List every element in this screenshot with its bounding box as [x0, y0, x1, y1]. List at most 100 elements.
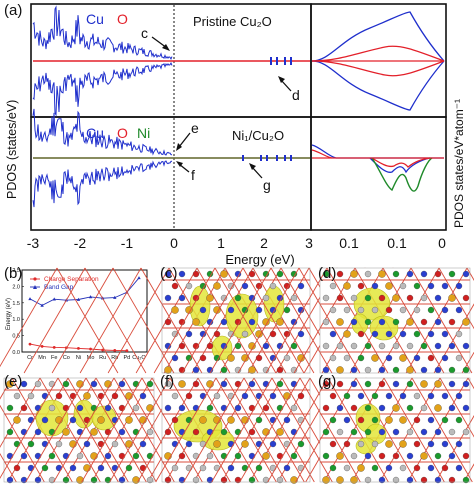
atom — [297, 330, 305, 338]
atom — [336, 452, 344, 460]
atom — [434, 318, 442, 326]
atom — [178, 404, 186, 412]
atom — [276, 366, 284, 374]
cu-pdos-top-up — [32, 5, 173, 60]
atom — [364, 294, 372, 302]
atom — [371, 282, 379, 290]
atom — [448, 294, 456, 302]
atom — [164, 404, 172, 412]
structure-frame — [161, 377, 311, 483]
atom — [462, 318, 470, 326]
atom — [6, 428, 14, 436]
bond-line — [23, 267, 86, 374]
bond-line — [225, 377, 287, 483]
atom — [241, 440, 249, 448]
atom — [248, 380, 256, 388]
pdos-ylabel-right: PDOS states/eV*atom⁻¹ — [452, 99, 466, 228]
atom — [385, 392, 393, 400]
atom — [248, 428, 256, 436]
structure-frame — [319, 267, 471, 374]
bond-line — [214, 267, 277, 374]
atom — [178, 270, 186, 278]
x-axis-title: Energy (eV) — [225, 252, 294, 267]
atom — [378, 270, 386, 278]
panel-a: (a) Cu O Pristine Cu₂O c d Cu O Ni Ni₁/C… — [4, 2, 466, 267]
atom — [420, 270, 428, 278]
atom — [269, 392, 277, 400]
structure-frame — [161, 267, 311, 374]
atom — [406, 270, 414, 278]
atom — [199, 416, 207, 424]
atom — [350, 318, 358, 326]
atom — [206, 452, 214, 460]
bond-line — [53, 377, 115, 483]
bond-line — [25, 377, 87, 483]
bond-line — [155, 377, 217, 483]
atom — [427, 440, 435, 448]
data-point-gap — [113, 295, 117, 299]
marker-d: d — [292, 87, 300, 103]
atom — [399, 306, 407, 314]
bond-line — [39, 377, 101, 483]
pdos-ylabel-left: PDOS (states/eV) — [5, 100, 19, 199]
atom — [455, 354, 463, 362]
y-tick-label: 0.5 — [12, 334, 20, 340]
atom — [441, 330, 449, 338]
atom — [220, 476, 228, 484]
legend-band-gap: Band Gap — [44, 284, 74, 291]
bond-line — [84, 267, 147, 374]
atom — [297, 440, 305, 448]
atom — [420, 294, 428, 302]
atom — [241, 392, 249, 400]
state-d — [276, 57, 278, 65]
atom — [97, 440, 105, 448]
legend-o-top: O — [117, 11, 128, 27]
atom — [427, 282, 435, 290]
bond-line — [0, 377, 59, 479]
atom — [427, 354, 435, 362]
atom — [192, 428, 200, 436]
atom — [399, 464, 407, 472]
atom — [385, 306, 393, 314]
atom — [213, 440, 221, 448]
x-category-label: Ru — [99, 355, 106, 361]
atom — [248, 318, 256, 326]
atom — [132, 452, 140, 460]
atom — [455, 392, 463, 400]
bond-line — [267, 377, 329, 483]
atom — [104, 428, 112, 436]
x-tick: -3 — [27, 235, 40, 251]
atom — [206, 404, 214, 412]
bond-line — [51, 267, 114, 374]
y-tick-label: 2.5 — [12, 268, 20, 274]
data-point-charge — [28, 342, 32, 346]
atom — [357, 416, 365, 424]
atom — [255, 416, 263, 424]
atom — [448, 366, 456, 374]
atom — [406, 380, 414, 388]
atom — [248, 476, 256, 484]
bond-line — [383, 377, 445, 483]
atom — [227, 306, 235, 314]
panel-f-structure — [0, 377, 455, 484]
atom — [283, 354, 291, 362]
atom — [111, 440, 119, 448]
atom — [199, 440, 207, 448]
atom — [462, 428, 470, 436]
atom — [462, 270, 470, 278]
atom — [322, 380, 330, 388]
atom — [13, 440, 21, 448]
inset-tick: 0.1 — [339, 235, 359, 251]
atom — [455, 330, 463, 338]
atom — [199, 306, 207, 314]
bond-line — [271, 377, 333, 483]
bond-line — [56, 267, 119, 374]
atom — [378, 380, 386, 388]
atom — [434, 404, 442, 412]
atom — [90, 380, 98, 388]
atom — [13, 464, 21, 472]
atom — [41, 464, 49, 472]
atom — [297, 416, 305, 424]
atom — [62, 452, 70, 460]
atom — [434, 476, 442, 484]
